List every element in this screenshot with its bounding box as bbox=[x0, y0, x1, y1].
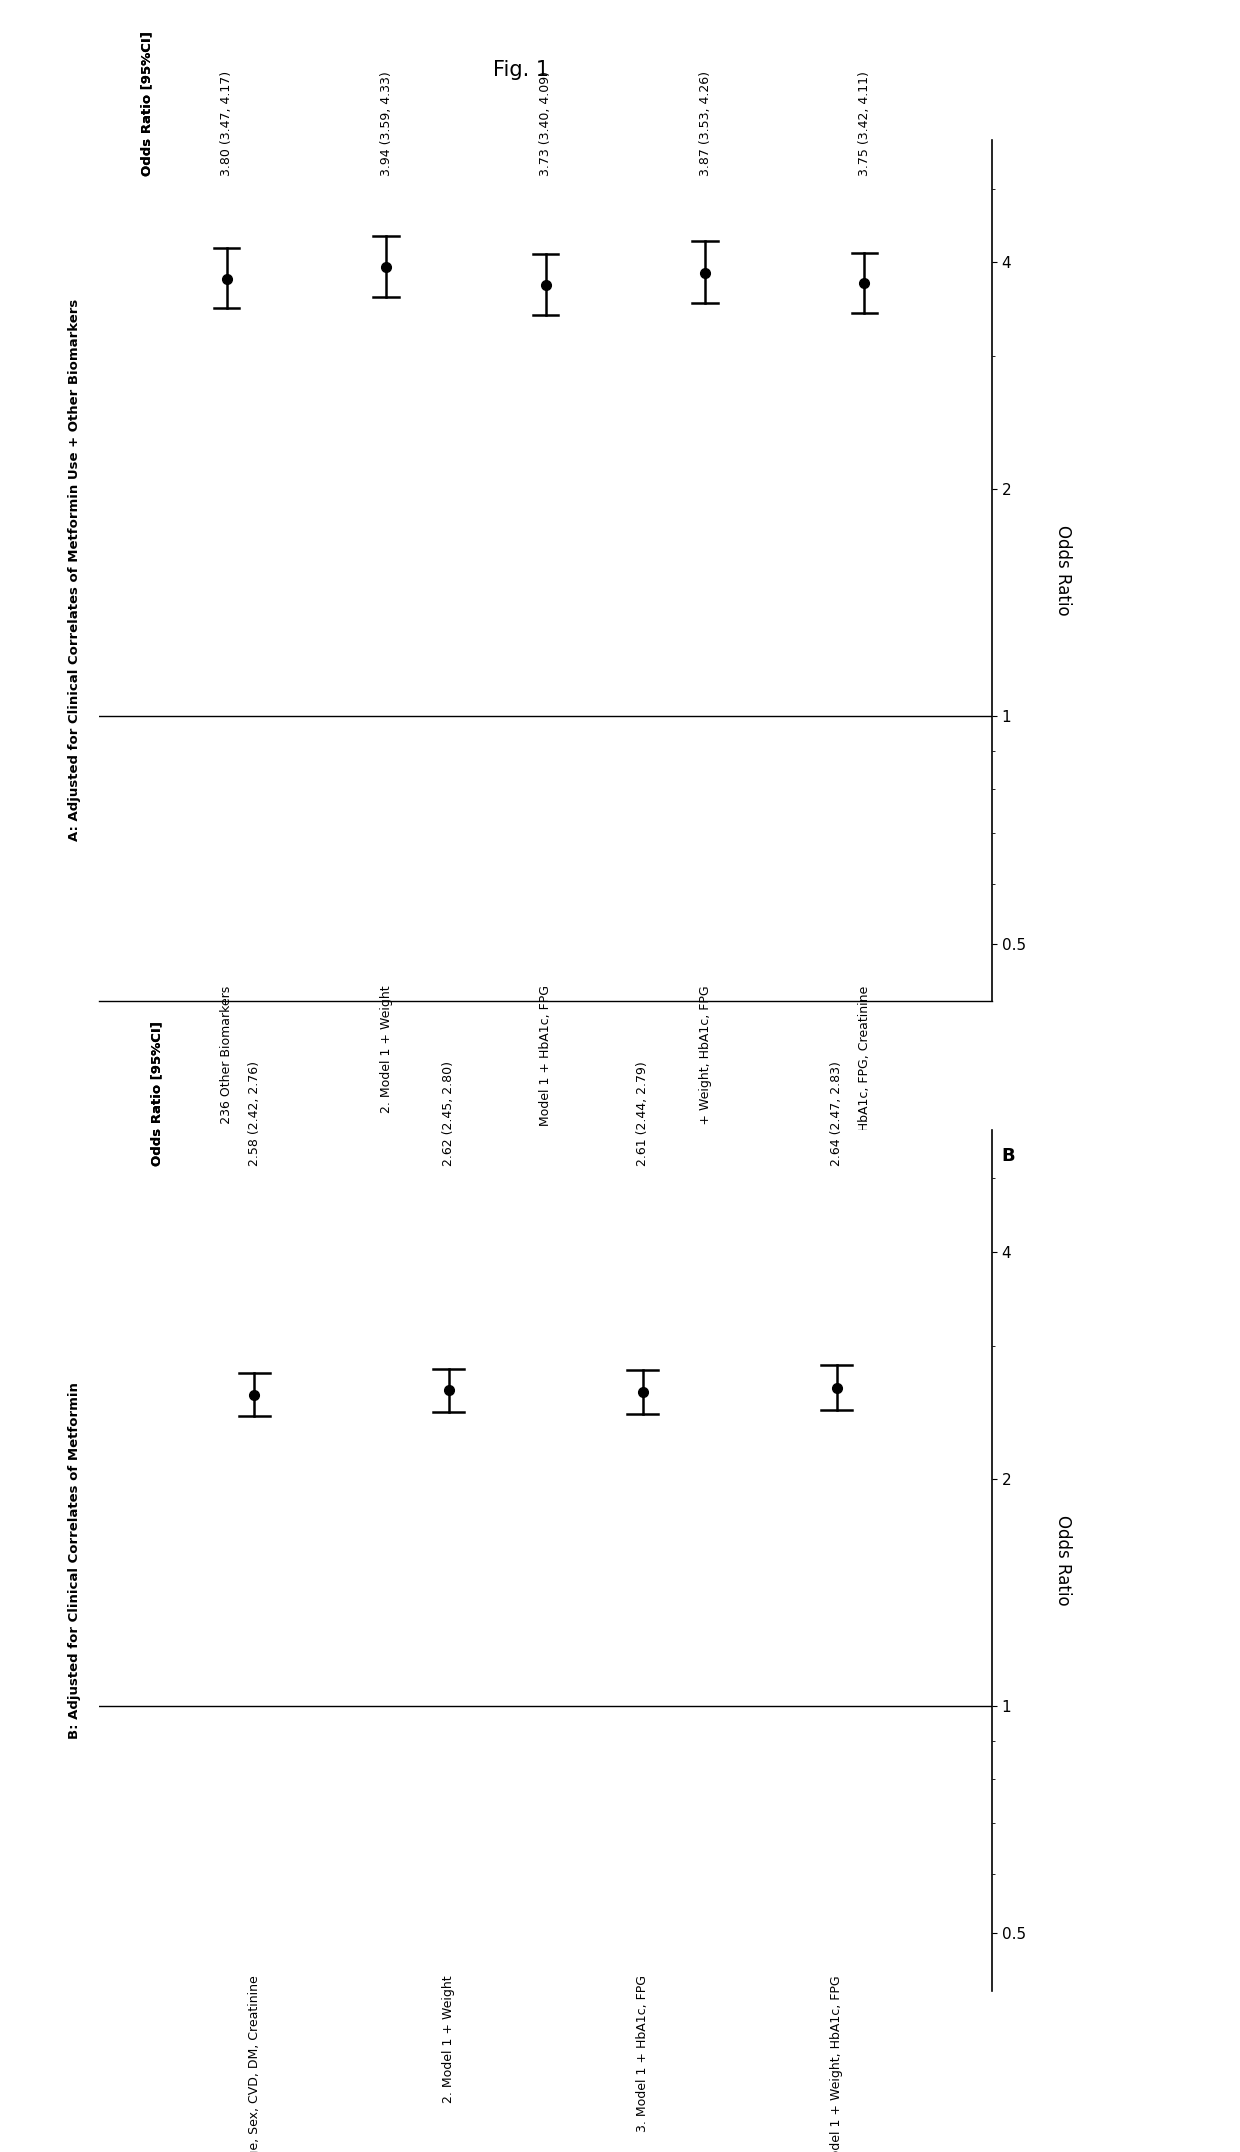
Text: Odds Ratio [95%CI]: Odds Ratio [95%CI] bbox=[140, 30, 154, 176]
Text: 3.80 (3.47, 4.17): 3.80 (3.47, 4.17) bbox=[221, 71, 233, 176]
Text: 2.64 (2.47, 2.83): 2.64 (2.47, 2.83) bbox=[831, 1061, 843, 1166]
Text: 3.73 (3.40, 4.09): 3.73 (3.40, 4.09) bbox=[539, 71, 552, 176]
Text: 4. Model 1 + Weight, HbA1c, FPG: 4. Model 1 + Weight, HbA1c, FPG bbox=[831, 1976, 843, 2152]
Text: Odds Ratio [95%CI]: Odds Ratio [95%CI] bbox=[151, 1020, 164, 1166]
Text: 4. Model 1 + Weight, HbA1c, FPG: 4. Model 1 + Weight, HbA1c, FPG bbox=[698, 986, 712, 1194]
Text: Odds Ratio [95%CI]: Odds Ratio [95%CI] bbox=[151, 1020, 164, 1166]
Text: 2. Model 1 + Weight: 2. Model 1 + Weight bbox=[441, 1976, 455, 2103]
Text: 2. Model 1 + Weight: 2. Model 1 + Weight bbox=[379, 986, 393, 1113]
Text: 3.94 (3.59, 4.33): 3.94 (3.59, 4.33) bbox=[379, 71, 393, 176]
Text: 5. Model 1 + Weight, HbA1c, FPG, Creatinine: 5. Model 1 + Weight, HbA1c, FPG, Creatin… bbox=[858, 986, 870, 1268]
Text: 3.87 (3.53, 4.26): 3.87 (3.53, 4.26) bbox=[698, 71, 712, 176]
Text: 2.62 (2.45, 2.80): 2.62 (2.45, 2.80) bbox=[441, 1061, 455, 1166]
Text: 1. Age, Sex, CVD, DM, Creatinine: 1. Age, Sex, CVD, DM, Creatinine bbox=[248, 1976, 260, 2152]
Text: 2.61 (2.44, 2.79): 2.61 (2.44, 2.79) bbox=[636, 1061, 650, 1166]
Text: A: Adjusted for Clinical Correlates of Metformin Use + Other Biomarkers: A: Adjusted for Clinical Correlates of M… bbox=[68, 299, 81, 841]
Text: B: B bbox=[1002, 1147, 1016, 1164]
Text: 1. Age, Sex, CVD, DM, 236 Other Biomarkers: 1. Age, Sex, CVD, DM, 236 Other Biomarke… bbox=[221, 986, 233, 1265]
Y-axis label: Odds Ratio: Odds Ratio bbox=[1054, 1515, 1071, 1605]
Text: 2.58 (2.42, 2.76): 2.58 (2.42, 2.76) bbox=[248, 1061, 260, 1166]
Text: 3. Model 1 + HbA1c, FPG: 3. Model 1 + HbA1c, FPG bbox=[539, 986, 552, 1143]
Text: 3. Model 1 + HbA1c, FPG: 3. Model 1 + HbA1c, FPG bbox=[636, 1976, 650, 2133]
Text: 3.75 (3.42, 4.11): 3.75 (3.42, 4.11) bbox=[858, 71, 870, 176]
Text: Fig. 1: Fig. 1 bbox=[492, 60, 549, 80]
Text: B: Adjusted for Clinical Correlates of Metformin: B: Adjusted for Clinical Correlates of M… bbox=[68, 1382, 81, 1739]
Text: Odds Ratio [95%CI]: Odds Ratio [95%CI] bbox=[140, 30, 154, 176]
Y-axis label: Odds Ratio: Odds Ratio bbox=[1054, 525, 1071, 615]
